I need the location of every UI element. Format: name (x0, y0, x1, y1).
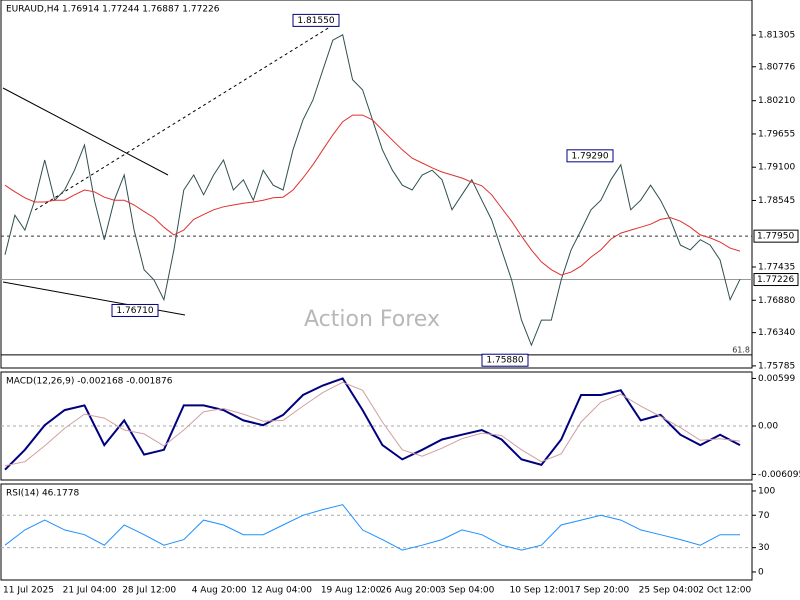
x-tick-label: 11 Jul 2025 (3, 586, 54, 596)
y-tick-label: 1.76880 (758, 296, 795, 306)
y-tick-label: 0.00599 (758, 374, 795, 384)
y-tick-label: 1.77435 (758, 263, 795, 273)
annotation-box (292, 13, 340, 27)
x-tick-label: 26 Aug 20:00 (380, 586, 441, 596)
y-tick-label: 1.76340 (758, 328, 795, 338)
y-tick-label: 1.79100 (758, 163, 795, 173)
y-tick-label: -0.006095 (758, 470, 800, 480)
x-tick-label: 21 Jul 04:00 (63, 586, 117, 596)
watermark: Action Forex (304, 307, 440, 332)
annotation-label: 1.79290 (571, 151, 608, 161)
y-tick-label: 100 (758, 486, 775, 496)
trendline (2, 87, 169, 176)
y-tick-label: 1.78545 (758, 196, 795, 206)
x-tick-label: 25 Sep 04:00 (639, 586, 699, 596)
panel-title: EURAUD,H4 1.76914 1.77244 1.76887 1.7722… (6, 5, 220, 15)
series-line (4, 381, 741, 467)
series-line (4, 504, 740, 551)
annotation-label: 1.75880 (486, 356, 523, 366)
x-tick-label: 12 Aug 04:00 (251, 586, 312, 596)
level-label-box (753, 273, 799, 287)
y-tick-label: 30 (758, 543, 770, 553)
series-line (4, 114, 741, 276)
annotation-box (566, 149, 614, 163)
y-tick-label: 1.80210 (758, 96, 795, 106)
level-label: 1.77950 (757, 232, 794, 242)
y-tick-label: 1.79655 (758, 129, 795, 139)
level-label-box (753, 229, 799, 243)
y-tick-label: 1.81305 (758, 31, 795, 41)
annotation-box (111, 303, 159, 317)
x-tick-label: 4 Aug 20:00 (192, 586, 247, 596)
series-line (4, 377, 741, 471)
x-tick-label: 19 Aug 12:00 (321, 586, 382, 596)
annotation-label: 1.76710 (116, 306, 153, 316)
x-tick-label: 28 Jul 12:00 (122, 586, 176, 596)
level-label: 1.77226 (757, 275, 794, 285)
panel-title: RSI(14) 46.1778 (6, 489, 79, 499)
annotation-label: 1.81550 (297, 16, 334, 26)
panel-frame (0, 483, 753, 581)
x-tick-label: 10 Sep 12:00 (510, 586, 570, 596)
y-tick-label: 0.00 (758, 422, 778, 432)
y-tick-label: 0 (758, 567, 764, 577)
annotation-box (481, 353, 529, 367)
y-tick-label: 70 (758, 511, 770, 521)
y-tick-label: 1.75785 (758, 361, 795, 371)
y-tick-label: 1.80776 (758, 62, 795, 72)
panel-frame (0, 0, 753, 369)
x-tick-label: 17 Sep 20:00 (569, 586, 629, 596)
panel-title: MACD(12,26,9) -0.002168 -0.001876 (6, 377, 173, 387)
x-tick-label: 2 Oct 12:00 (698, 586, 751, 596)
x-tick-label: 3 Sep 04:00 (440, 586, 495, 596)
fib-label: 61.8 (732, 345, 750, 354)
